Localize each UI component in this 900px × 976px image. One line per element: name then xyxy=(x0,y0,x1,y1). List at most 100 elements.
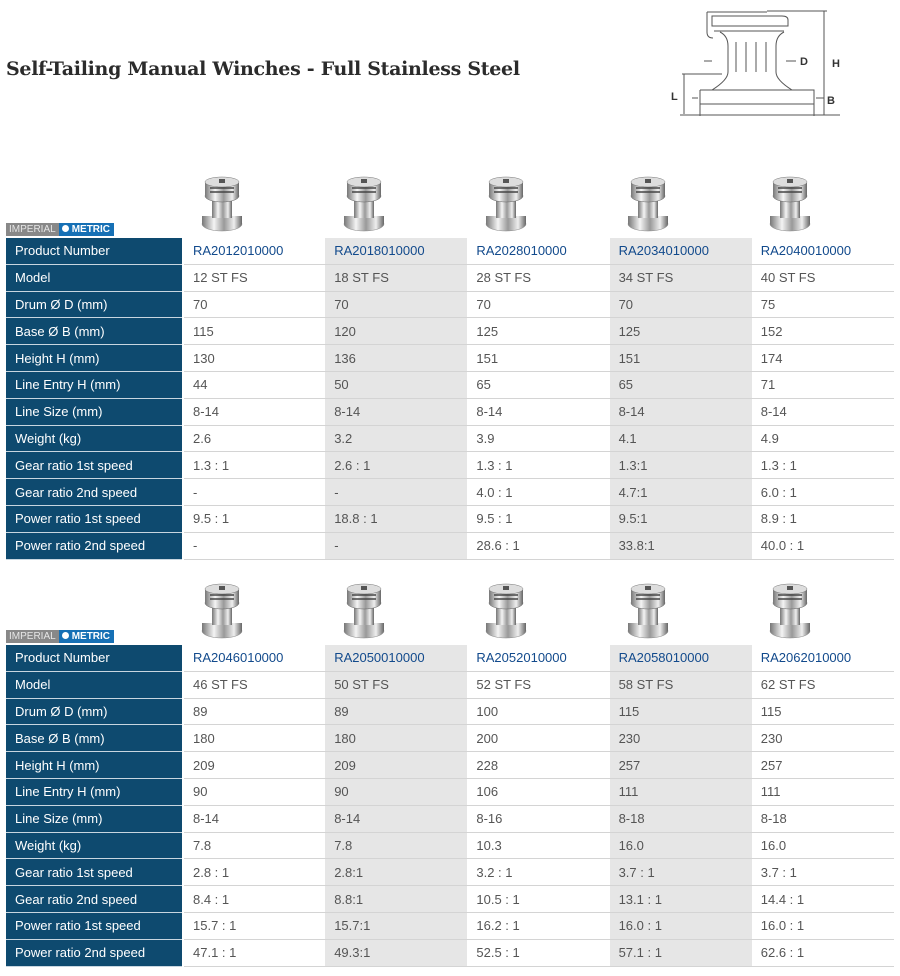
spec-cell: 28.6 : 1 xyxy=(467,532,610,560)
table-row: Line Entry H (mm) 90 90 106 111 111 xyxy=(6,778,894,806)
spec-cell: 2.6 xyxy=(183,425,326,453)
spec-cell: 152 xyxy=(751,317,894,346)
spec-cell: 70 xyxy=(325,291,468,319)
spec-cell: 8-14 xyxy=(467,398,610,426)
spec-cell: 115 xyxy=(183,317,326,346)
metric-option[interactable]: METRIC xyxy=(58,223,115,236)
page-title: Self-Tailing Manual Winches - Full Stain… xyxy=(6,58,520,80)
spec-cell: 1.3:1 xyxy=(609,451,752,480)
row-label: Line Size (mm) xyxy=(6,805,184,833)
winch-product-image xyxy=(334,579,394,641)
winch-product-image xyxy=(760,579,820,641)
spec-cell: 3.9 xyxy=(467,425,610,453)
product-number-link[interactable]: RA2052010000 xyxy=(467,645,610,672)
spec-cell: 46 ST FS xyxy=(183,671,326,699)
spec-cell: 70 xyxy=(467,291,610,319)
spec-cell: 50 xyxy=(325,371,468,399)
spec-cell: 180 xyxy=(325,724,468,753)
product-number-link[interactable]: RA2018010000 xyxy=(325,238,468,265)
row-label: Gear ratio 2nd speed xyxy=(6,478,184,506)
spec-cell: 3.7 : 1 xyxy=(751,858,894,887)
spec-cell: 40.0 : 1 xyxy=(751,532,894,560)
spec-cell: 151 xyxy=(609,344,752,372)
spec-cell: 16.0 : 1 xyxy=(751,912,894,940)
spec-cell: 50 ST FS xyxy=(325,671,468,699)
row-label: Model xyxy=(6,671,184,699)
spec-cell: 125 xyxy=(467,317,610,346)
spec-cell: 1.3 : 1 xyxy=(467,451,610,480)
spec-cell: 13.1 : 1 xyxy=(609,885,752,913)
product-number-link[interactable]: RA2034010000 xyxy=(609,238,752,265)
spec-cell: 16.0 : 1 xyxy=(609,912,752,940)
product-number-link[interactable]: RA2058010000 xyxy=(609,645,752,672)
spec-cell: - xyxy=(325,478,468,506)
spec-cell: 70 xyxy=(609,291,752,319)
spec-cell: 8-18 xyxy=(609,805,752,833)
spec-cell: 52 ST FS xyxy=(467,671,610,699)
product-number-link[interactable]: RA2028010000 xyxy=(467,238,610,265)
product-number-link[interactable]: RA2062010000 xyxy=(751,645,894,672)
svg-text:L: L xyxy=(671,91,678,103)
metric-label: METRIC xyxy=(71,224,111,235)
product-number-link[interactable]: RA2050010000 xyxy=(325,645,468,672)
spec-cell: 200 xyxy=(467,724,610,753)
spec-cell: 3.2 : 1 xyxy=(467,858,610,887)
spec-cell: 9.5:1 xyxy=(609,505,752,533)
spec-cell: 257 xyxy=(609,751,752,779)
spec-cell: 34 ST FS xyxy=(609,264,752,292)
spec-cell: 1.3 : 1 xyxy=(751,451,894,480)
unit-toggle: IMPERIAL METRIC xyxy=(6,630,115,643)
row-label: Height H (mm) xyxy=(6,344,184,372)
spec-cell: 7.8 xyxy=(325,832,468,860)
spec-cell: 180 xyxy=(183,724,326,753)
winch-product-image xyxy=(618,172,678,234)
row-label: Line Entry H (mm) xyxy=(6,778,184,806)
row-label: Power ratio 1st speed xyxy=(6,912,184,940)
table-row: Base Ø B (mm) 115 120 125 125 152 xyxy=(6,317,894,346)
spec-cell: 2.6 : 1 xyxy=(325,451,468,480)
spec-cell: 230 xyxy=(609,724,752,753)
spec-cell: 8-14 xyxy=(325,805,468,833)
row-label: Power ratio 2nd speed xyxy=(6,532,184,560)
table-row: Power ratio 1st speed 9.5 : 1 18.8 : 1 9.5 … xyxy=(6,505,894,533)
table-row: Drum Ø D (mm) 70 70 70 70 75 xyxy=(6,291,894,319)
metric-label: METRIC xyxy=(71,631,111,642)
spec-cell: 111 xyxy=(609,778,752,806)
imperial-option[interactable]: IMPERIAL xyxy=(6,630,59,643)
product-number-link[interactable]: RA2040010000 xyxy=(751,238,894,265)
row-label: Drum Ø D (mm) xyxy=(6,291,184,319)
metric-option[interactable]: METRIC xyxy=(58,630,115,643)
row-label: Power ratio 2nd speed xyxy=(6,939,184,967)
winch-product-image xyxy=(334,172,394,234)
table-row: Line Size (mm) 8-14 8-14 8-14 8-14 8-14 xyxy=(6,398,894,426)
table-row: Drum Ø D (mm) 89 89 100 115 115 xyxy=(6,698,894,726)
spec-cell: 90 xyxy=(183,778,326,806)
winch-product-image xyxy=(760,172,820,234)
spec-cell: 89 xyxy=(325,698,468,726)
spec-cell: 62 ST FS xyxy=(751,671,894,699)
spec-cell: 106 xyxy=(467,778,610,806)
row-label: Model xyxy=(6,264,184,292)
imperial-option[interactable]: IMPERIAL xyxy=(6,223,59,236)
row-label: Base Ø B (mm) xyxy=(6,317,184,346)
table-row: Line Entry H (mm) 44 50 65 65 71 xyxy=(6,371,894,399)
spec-cell: 8-14 xyxy=(751,398,894,426)
row-label: Product Number xyxy=(6,238,184,265)
spec-cell: 75 xyxy=(751,291,894,319)
spec-cell: 2.8 : 1 xyxy=(183,858,326,887)
spec-cell: 16.2 : 1 xyxy=(467,912,610,940)
product-number-link[interactable]: RA2012010000 xyxy=(183,238,326,265)
svg-text:B: B xyxy=(827,95,835,107)
product-number-link[interactable]: RA2046010000 xyxy=(183,645,326,672)
table-row: Weight (kg) 2.6 3.2 3.9 4.1 4.9 xyxy=(6,425,894,453)
spec-cell: 100 xyxy=(467,698,610,726)
spec-cell: 8-14 xyxy=(183,398,326,426)
spec-cell: 151 xyxy=(467,344,610,372)
table-row: Power ratio 1st speed 15.7 : 1 15.7:1 16.2 … xyxy=(6,912,894,940)
row-label: Gear ratio 2nd speed xyxy=(6,885,184,913)
row-label: Power ratio 1st speed xyxy=(6,505,184,533)
spec-cell: 8-14 xyxy=(183,805,326,833)
spec-cell: 44 xyxy=(183,371,326,399)
table-row: Weight (kg) 7.8 7.8 10.3 16.0 16.0 xyxy=(6,832,894,860)
svg-text:D: D xyxy=(800,56,808,68)
